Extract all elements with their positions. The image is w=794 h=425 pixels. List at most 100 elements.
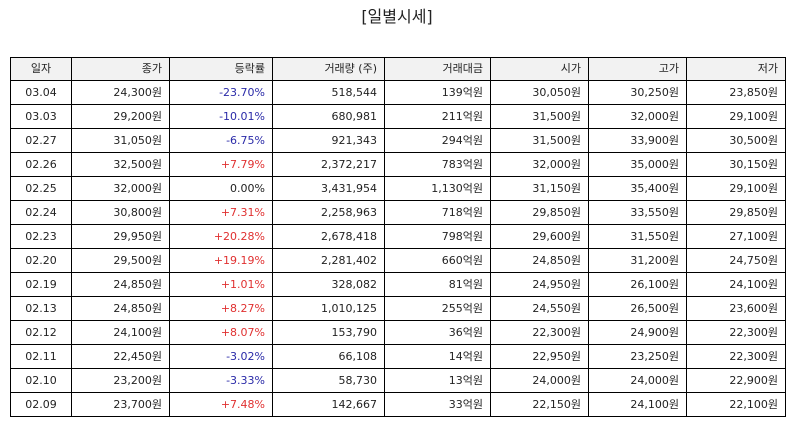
cell-open: 22,150원 xyxy=(490,392,589,417)
cell-date: 02.19 xyxy=(10,272,72,297)
cell-low: 29,850원 xyxy=(686,200,786,225)
table-row: 02.20 29,500원 +19.19% 2,281,402 660억원 24,850원… xyxy=(10,248,786,273)
cell-close: 32,500원 xyxy=(71,152,170,177)
cell-high: 35,000원 xyxy=(588,152,687,177)
cell-high: 33,550원 xyxy=(588,200,687,225)
cell-amount: 798억원 xyxy=(384,224,491,249)
cell-open: 24,850원 xyxy=(490,248,589,273)
cell-volume: 153,790 xyxy=(272,320,385,345)
cell-open: 24,000원 xyxy=(490,368,589,393)
cell-amount: 211억원 xyxy=(384,104,491,129)
cell-close: 24,100원 xyxy=(71,320,170,345)
cell-high: 32,000원 xyxy=(588,104,687,129)
cell-change: +8.27% xyxy=(169,296,273,321)
cell-amount: 783억원 xyxy=(384,152,491,177)
cell-high: 24,100원 xyxy=(588,392,687,417)
cell-amount: 36억원 xyxy=(384,320,491,345)
cell-open: 32,000원 xyxy=(490,152,589,177)
table-row: 02.12 24,100원 +8.07% 153,790 36억원 22,300원 24,9… xyxy=(10,320,786,345)
cell-change: -23.70% xyxy=(169,80,273,105)
cell-amount: 33억원 xyxy=(384,392,491,417)
cell-low: 27,100원 xyxy=(686,224,786,249)
cell-close: 22,450원 xyxy=(71,344,170,369)
table-row: 02.19 24,850원 +1.01% 328,082 81억원 24,950원 26,1… xyxy=(10,272,786,297)
table-row: 03.04 24,300원 -23.70% 518,544 139억원 30,050원 30… xyxy=(10,80,786,105)
cell-open: 31,500원 xyxy=(490,104,589,129)
cell-high: 31,550원 xyxy=(588,224,687,249)
table-row: 02.26 32,500원 +7.79% 2,372,217 783억원 32,000원 3… xyxy=(10,152,786,177)
cell-low: 30,150원 xyxy=(686,152,786,177)
cell-close: 32,000원 xyxy=(71,176,170,201)
cell-low: 22,100원 xyxy=(686,392,786,417)
cell-high: 23,250원 xyxy=(588,344,687,369)
cell-date: 03.04 xyxy=(10,80,72,105)
daily-price-table: 일자 종가 등락률 거래량 (주) 거래대금 시가 고가 저가 03.04 24,… xyxy=(10,57,786,417)
cell-amount: 81억원 xyxy=(384,272,491,297)
cell-change: +7.79% xyxy=(169,152,273,177)
cell-date: 02.12 xyxy=(10,320,72,345)
cell-date: 02.13 xyxy=(10,296,72,321)
cell-close: 24,850원 xyxy=(71,296,170,321)
cell-open: 22,300원 xyxy=(490,320,589,345)
cell-date: 02.11 xyxy=(10,344,72,369)
cell-date: 02.09 xyxy=(10,392,72,417)
header-change: 등락률 xyxy=(169,57,273,81)
table-row: 02.25 32,000원 0.00% 3,431,954 1,130억원 31,150원… xyxy=(10,176,786,201)
cell-high: 35,400원 xyxy=(588,176,687,201)
cell-low: 29,100원 xyxy=(686,176,786,201)
cell-close: 29,500원 xyxy=(71,248,170,273)
cell-close: 30,800원 xyxy=(71,200,170,225)
cell-low: 24,750원 xyxy=(686,248,786,273)
cell-close: 29,200원 xyxy=(71,104,170,129)
cell-volume: 518,544 xyxy=(272,80,385,105)
cell-date: 02.25 xyxy=(10,176,72,201)
cell-volume: 328,082 xyxy=(272,272,385,297)
cell-volume: 2,258,963 xyxy=(272,200,385,225)
cell-open: 29,850원 xyxy=(490,200,589,225)
table-body: 03.04 24,300원 -23.70% 518,544 139억원 30,050원 30… xyxy=(10,80,786,417)
cell-change: +1.01% xyxy=(169,272,273,297)
cell-high: 31,200원 xyxy=(588,248,687,273)
cell-volume: 2,281,402 xyxy=(272,248,385,273)
cell-low: 23,850원 xyxy=(686,80,786,105)
cell-close: 23,200원 xyxy=(71,368,170,393)
cell-volume: 66,108 xyxy=(272,344,385,369)
cell-close: 24,300원 xyxy=(71,80,170,105)
cell-volume: 1,010,125 xyxy=(272,296,385,321)
cell-date: 02.26 xyxy=(10,152,72,177)
header-open: 시가 xyxy=(490,57,589,81)
cell-low: 30,500원 xyxy=(686,128,786,153)
cell-volume: 3,431,954 xyxy=(272,176,385,201)
cell-high: 24,900원 xyxy=(588,320,687,345)
cell-volume: 680,981 xyxy=(272,104,385,129)
cell-close: 23,700원 xyxy=(71,392,170,417)
cell-date: 03.03 xyxy=(10,104,72,129)
cell-amount: 14억원 xyxy=(384,344,491,369)
table-header-row: 일자 종가 등락률 거래량 (주) 거래대금 시가 고가 저가 xyxy=(10,57,786,81)
cell-open: 30,050원 xyxy=(490,80,589,105)
cell-date: 02.27 xyxy=(10,128,72,153)
cell-open: 31,150원 xyxy=(490,176,589,201)
cell-volume: 142,667 xyxy=(272,392,385,417)
table-row: 02.11 22,450원 -3.02% 66,108 14억원 22,950원 23,25… xyxy=(10,344,786,369)
cell-amount: 294억원 xyxy=(384,128,491,153)
cell-change: +7.31% xyxy=(169,200,273,225)
cell-amount: 13억원 xyxy=(384,368,491,393)
cell-close: 29,950원 xyxy=(71,224,170,249)
cell-amount: 139억원 xyxy=(384,80,491,105)
cell-low: 22,300원 xyxy=(686,320,786,345)
table-row: 02.24 30,800원 +7.31% 2,258,963 718억원 29,850원 3… xyxy=(10,200,786,225)
cell-low: 23,600원 xyxy=(686,296,786,321)
cell-low: 22,900원 xyxy=(686,368,786,393)
table-row: 02.10 23,200원 -3.33% 58,730 13억원 24,000원 24,00… xyxy=(10,368,786,393)
cell-low: 22,300원 xyxy=(686,344,786,369)
cell-change: -3.02% xyxy=(169,344,273,369)
cell-change: +19.19% xyxy=(169,248,273,273)
table-row: 02.23 29,950원 +20.28% 2,678,418 798억원 29,600원… xyxy=(10,224,786,249)
cell-high: 30,250원 xyxy=(588,80,687,105)
cell-amount: 255억원 xyxy=(384,296,491,321)
header-close: 종가 xyxy=(71,57,170,81)
cell-open: 22,950원 xyxy=(490,344,589,369)
cell-low: 24,100원 xyxy=(686,272,786,297)
page-title: [일별시세] xyxy=(361,7,433,26)
